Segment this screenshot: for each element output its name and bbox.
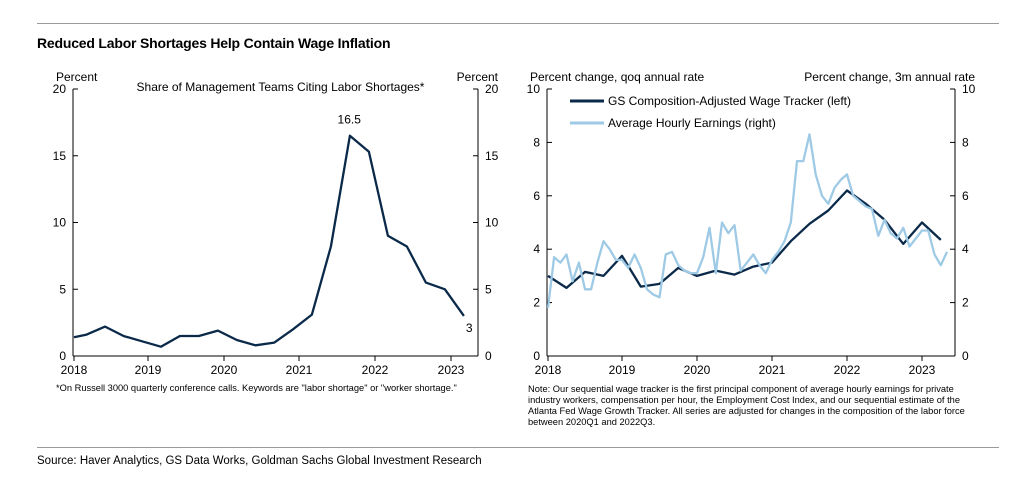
chart1-ytick-label-left: 0 bbox=[533, 349, 540, 363]
chart1-legend-label-1: Average Hourly Earnings (right) bbox=[608, 116, 776, 130]
chart0-series-0-line bbox=[73, 134, 465, 348]
chart1-ytick-label-right: 6 bbox=[962, 189, 969, 203]
chart0-xtick-label: 2023 bbox=[438, 363, 465, 377]
chart1-ytick-label-right: 10 bbox=[962, 82, 976, 96]
chart1-ytick-label-right: 0 bbox=[962, 349, 969, 363]
chart1-ytick-label-left: 8 bbox=[533, 135, 540, 149]
chart1-xtick-label: 2021 bbox=[759, 363, 786, 377]
chart1-ytick-label-left: 2 bbox=[533, 296, 540, 310]
chart0-xtick-label: 2018 bbox=[61, 363, 88, 377]
chart1-series-0-line bbox=[547, 189, 942, 290]
chart1-ytick-label-left: 6 bbox=[533, 189, 540, 203]
chart0-xtick-label: 2019 bbox=[135, 363, 162, 377]
left-chart-footnote: *On Russell 3000 quarterly conference ca… bbox=[56, 383, 457, 393]
chart1-legend-label-0: GS Composition-Adjusted Wage Tracker (le… bbox=[608, 94, 851, 108]
chart0-ytick-label-right: 20 bbox=[485, 82, 499, 96]
chart1-xtick-label: 2023 bbox=[909, 363, 936, 377]
chart0-xtick-label: 2020 bbox=[211, 363, 238, 377]
chart0-ytick-label-right: 0 bbox=[485, 349, 492, 363]
chart1-ytick-label-left: 4 bbox=[533, 242, 540, 256]
chart0-ytick-label-left: 10 bbox=[53, 216, 67, 230]
chart1-xtick-label: 2018 bbox=[535, 363, 562, 377]
chart0-ylabel-right: Percent bbox=[457, 70, 499, 84]
chart0-ytick-label-left: 20 bbox=[53, 82, 67, 96]
right-chart-note: Note: Our sequential wage tracker is the… bbox=[528, 384, 965, 427]
source-line: Source: Haver Analytics, GS Data Works, … bbox=[37, 455, 482, 467]
chart1-series-1-line bbox=[546, 133, 949, 309]
chart0-ytick-label-right: 10 bbox=[485, 216, 499, 230]
chart1-ytick-label-right: 4 bbox=[962, 242, 969, 256]
top-divider bbox=[37, 23, 999, 24]
chart0-xtick-label: 2022 bbox=[362, 363, 389, 377]
chart0-ytick-label-left: 5 bbox=[59, 282, 66, 296]
chart0-ytick-label-right: 5 bbox=[485, 282, 492, 296]
chart1-xtick-label: 2020 bbox=[684, 363, 711, 377]
chart0-ylabel-left: Percent bbox=[56, 70, 98, 84]
chart0-ytick-label-left: 0 bbox=[59, 349, 66, 363]
chart1-ytick-label-right: 8 bbox=[962, 135, 969, 149]
chart0-annotation: 3 bbox=[466, 321, 473, 335]
page-title: Reduced Labor Shortages Help Contain Wag… bbox=[37, 35, 391, 51]
chart0-xtick-label: 2021 bbox=[286, 363, 313, 377]
bottom-divider bbox=[37, 447, 999, 448]
chart1-ylabel-right: Percent change, 3m annual rate bbox=[804, 70, 975, 84]
chart1-ytick-label-right: 2 bbox=[962, 296, 969, 310]
chart0-title: Share of Management Teams Citing Labor S… bbox=[137, 80, 425, 94]
chart1-ytick-label-left: 10 bbox=[527, 82, 541, 96]
chart0-ytick-label-right: 15 bbox=[485, 149, 499, 163]
chart0-annotation: 16.5 bbox=[338, 113, 362, 127]
chart1-ylabel-left: Percent change, qoq annual rate bbox=[530, 70, 704, 84]
chart0-ytick-label-left: 15 bbox=[53, 149, 67, 163]
chart1-xtick-label: 2019 bbox=[609, 363, 636, 377]
chart1-xtick-label: 2022 bbox=[834, 363, 861, 377]
